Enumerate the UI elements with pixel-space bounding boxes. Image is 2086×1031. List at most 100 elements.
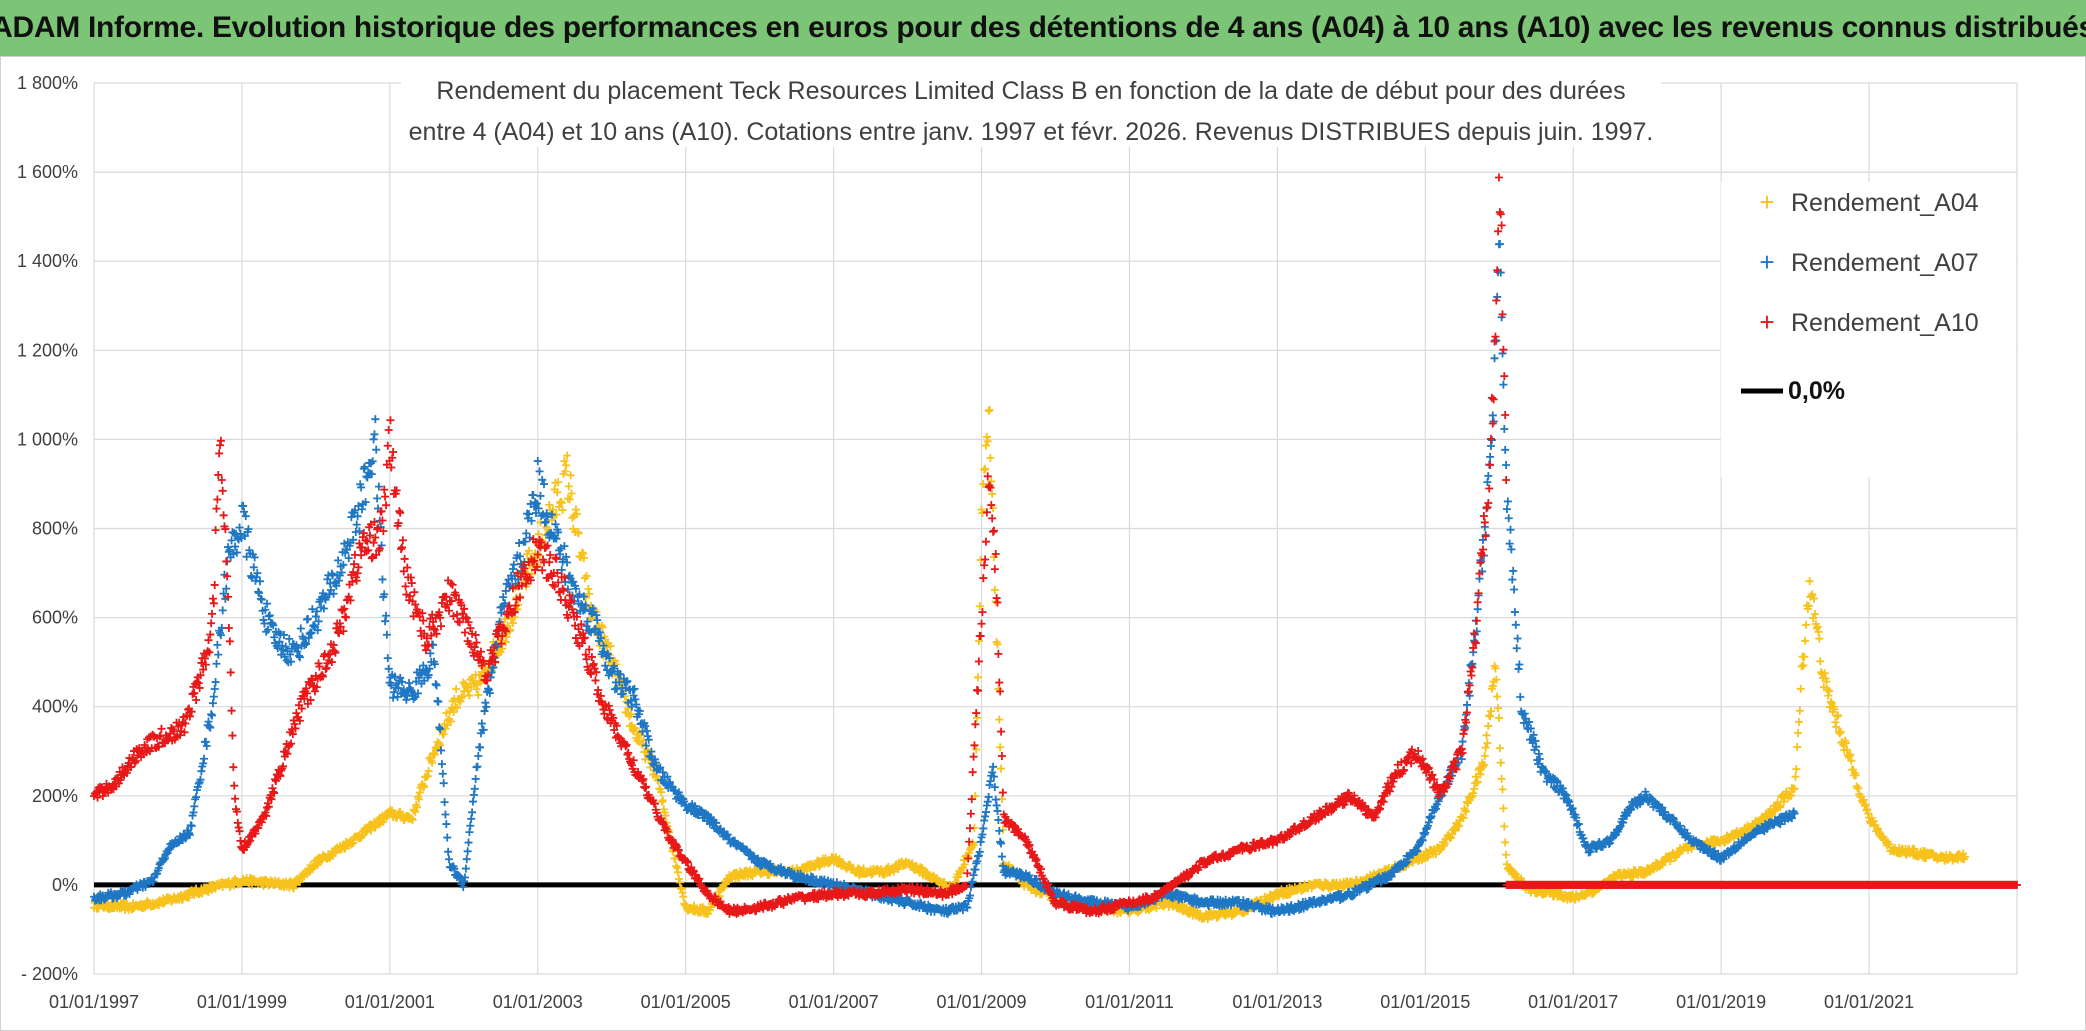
rendement_a04-marker — [453, 703, 462, 712]
rendement_a10-marker — [206, 630, 215, 639]
rendement_a07-marker — [1512, 644, 1521, 653]
rendement_a04-marker — [996, 743, 1005, 752]
rendement_a04-marker — [554, 478, 563, 487]
rendement_a04-marker — [558, 506, 567, 515]
rendement_a07-marker — [218, 606, 227, 615]
rendement_a04-marker — [1484, 722, 1493, 731]
rendement_a07-marker — [202, 742, 211, 751]
rendement_a04-marker — [574, 529, 583, 538]
rendement_a07-marker — [211, 678, 220, 687]
rendement_a07-marker — [533, 457, 542, 466]
rendement_a04-marker — [1795, 706, 1804, 715]
y-tick-label: 200% — [32, 786, 78, 806]
rendement_a04-marker — [1496, 758, 1505, 767]
rendement_a04-marker — [1797, 662, 1806, 671]
rendement_a07-marker — [482, 702, 491, 711]
rendement_a07-marker — [470, 784, 479, 793]
rendement_a04-marker — [995, 715, 1004, 724]
rendement_a04-marker — [474, 690, 483, 699]
rendement_a04-marker — [973, 673, 982, 682]
rendement_a04-marker — [1794, 717, 1803, 726]
rendement_a04-marker — [430, 750, 439, 759]
rendement_a04-marker — [1796, 684, 1805, 693]
rendement_a07-marker — [241, 512, 250, 521]
y-tick-label: - 200% — [21, 964, 78, 984]
rendement_a04-marker — [414, 795, 423, 804]
y-tick-label: 400% — [32, 697, 78, 717]
rendement_a07-marker — [462, 855, 471, 864]
rendement_a07-marker — [1490, 354, 1499, 363]
rendement_a07-marker — [444, 847, 453, 856]
rendement_a07-marker — [200, 754, 209, 763]
y-tick-label: 1 200% — [17, 340, 78, 360]
rendement_a04-marker — [658, 796, 667, 805]
rendement_a07-marker — [263, 599, 272, 608]
x-tick-label: 01/01/1997 — [49, 992, 139, 1012]
rendement_a04-marker — [960, 860, 969, 869]
rendement_a04-marker — [1791, 772, 1800, 781]
rendement_a04-marker — [1810, 610, 1819, 619]
rendement_a10-marker — [207, 619, 216, 628]
rendement_a07-marker — [438, 769, 447, 778]
rendement_a07-marker — [1510, 585, 1519, 594]
rendement_a04-marker — [1479, 760, 1488, 769]
rendement_a04-marker — [1805, 577, 1814, 586]
rendement_a10-marker — [226, 668, 235, 677]
rendement_a04-marker — [452, 685, 461, 694]
rendement_a04-marker — [657, 788, 666, 797]
rendement_a07-marker — [1458, 737, 1467, 746]
rendement_a10-marker — [381, 492, 390, 501]
rendement_a07-marker — [372, 445, 381, 454]
rendement_a04-marker — [1794, 728, 1803, 737]
rendement_a07-marker — [1484, 471, 1493, 480]
rendement_a07-marker — [630, 684, 639, 693]
rendement_a07-marker — [1502, 505, 1511, 514]
series-markers — [90, 173, 2021, 924]
rendement_a07-marker — [476, 743, 485, 752]
rendement_a07-marker — [473, 762, 482, 771]
rendement_a10-marker — [204, 636, 213, 645]
rendement_a10-marker — [384, 425, 393, 434]
rendement_a07-marker — [480, 707, 489, 716]
x-tick-label: 01/01/2003 — [493, 992, 583, 1012]
rendement_a10-marker — [472, 638, 481, 647]
rendement_a04-marker — [1799, 661, 1808, 670]
rendement_a07-marker — [979, 824, 988, 833]
rendement_a10-marker — [218, 486, 227, 495]
rendement_a04-marker — [1792, 765, 1801, 774]
rendement_a04-marker — [1825, 687, 1834, 696]
rendement_a04-marker — [1501, 838, 1510, 847]
rendement_a04-marker — [424, 766, 433, 775]
rendement_a07-marker — [190, 802, 199, 811]
rendement_a10-marker — [222, 557, 231, 566]
rendement_a07-marker — [210, 684, 219, 693]
rendement_a07-marker — [1513, 634, 1522, 643]
rendement_a04-marker — [986, 453, 995, 462]
rendement_a04-marker — [508, 619, 517, 628]
rendement_a07-marker — [1505, 539, 1514, 548]
rendement_a10-marker — [382, 501, 390, 510]
rendement_a07-marker — [209, 692, 218, 701]
rendement_a10-marker — [342, 613, 351, 622]
rendement_a04-marker — [562, 461, 571, 470]
rendement_a07-marker — [997, 852, 1006, 861]
rendement_a04-marker — [1802, 620, 1811, 629]
rendement_a07-marker — [464, 838, 473, 847]
rendement_a07-marker — [445, 855, 454, 864]
rendement_a04-marker — [449, 708, 458, 717]
rendement_a07-marker — [437, 760, 446, 769]
rendement_a07-marker — [1502, 461, 1511, 470]
x-tick-label: 01/01/2007 — [789, 992, 879, 1012]
rendement_a04-marker — [1451, 826, 1460, 835]
x-tick-label: 01/01/2021 — [1824, 992, 1914, 1012]
x-tick-label: 01/01/2001 — [345, 992, 435, 1012]
rendement_a10-marker — [396, 508, 405, 517]
rendement_a04-marker — [585, 589, 594, 598]
rendement_a10-marker — [209, 599, 218, 608]
rendement_a04-marker — [1500, 822, 1509, 831]
rendement_a10-marker — [208, 609, 217, 618]
rendement_a07-marker — [213, 640, 222, 649]
rendement_a04-marker — [1480, 751, 1489, 760]
rendement_a07-marker — [1503, 497, 1512, 506]
rendement_a04-marker — [993, 640, 1002, 649]
